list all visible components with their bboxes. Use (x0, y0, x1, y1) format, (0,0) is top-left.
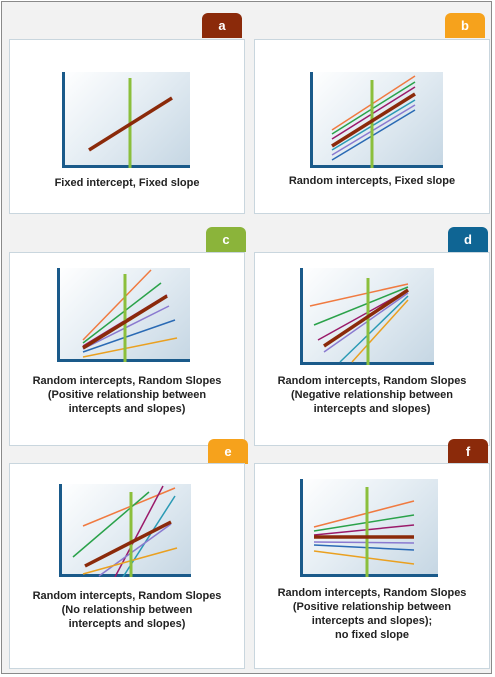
panel-b-plot (310, 72, 443, 168)
panel-a-plot (62, 72, 190, 168)
group-line-4 (314, 542, 414, 543)
panel-f-tab: f (448, 439, 488, 464)
caption-line: intercepts and slopes) (10, 617, 244, 631)
caption-line: Fixed intercept, Fixed slope (10, 176, 244, 190)
panel-e: Random intercepts, Random Slopes (No rel… (9, 463, 245, 669)
group-line-4 (324, 293, 408, 352)
caption-line: Random intercepts, Random Slopes (10, 589, 244, 603)
panel-b-caption: Random intercepts, Fixed slope (255, 174, 489, 188)
panel-b-tab: b (445, 13, 485, 38)
panel-d-plot (300, 268, 434, 365)
panel-a: Fixed intercept, Fixed slope (9, 39, 245, 214)
panel-f-plot (300, 479, 438, 577)
caption-line: Random intercepts, Random Slopes (255, 374, 489, 388)
panel-c-tab: c (206, 227, 246, 252)
panel-e-plot (59, 484, 191, 577)
group-line-5 (99, 524, 171, 576)
panel-c-caption: Random intercepts, Random Slopes (Positi… (10, 374, 244, 416)
panel-d-caption: Random intercepts, Random Slopes (Negati… (255, 374, 489, 416)
caption-line: Random intercepts, Fixed slope (255, 174, 489, 188)
panel-b: Random intercepts, Fixed slope (254, 39, 490, 214)
caption-line: Random intercepts, Random Slopes (255, 586, 489, 600)
caption-line: (Negative relationship between (255, 388, 489, 402)
panel-a-tab: a (202, 13, 242, 38)
panel-e-caption: Random intercepts, Random Slopes (No rel… (10, 589, 244, 631)
caption-line: (No relationship between (10, 603, 244, 617)
panel-f: Random intercepts, Random Slopes (Positi… (254, 463, 490, 669)
group-line-3 (314, 525, 414, 535)
caption-line: (Positive relationship between (255, 600, 489, 614)
panel-c: Random intercepts, Random Slopes (Positi… (9, 252, 245, 446)
group-line-1 (83, 488, 175, 526)
panel-f-caption: Random intercepts, Random Slopes (Positi… (255, 586, 489, 642)
caption-line: (Positive relationship between (10, 388, 244, 402)
panel-d: Random intercepts, Random Slopes (Negati… (254, 252, 490, 446)
group-line-6 (314, 551, 414, 564)
group-line-5 (314, 545, 414, 550)
panel-a-caption: Fixed intercept, Fixed slope (10, 176, 244, 190)
caption-line: no fixed slope (255, 628, 489, 642)
group-line-1 (83, 270, 151, 340)
panel-d-tab: d (448, 227, 488, 252)
caption-line: Random intercepts, Random Slopes (10, 374, 244, 388)
caption-line: intercepts and slopes) (255, 402, 489, 416)
mean-regression-line (85, 522, 171, 566)
caption-line: intercepts and slopes); (255, 614, 489, 628)
panel-e-tab: e (208, 439, 248, 464)
group-line-2 (83, 283, 161, 343)
caption-line: intercepts and slopes) (10, 402, 244, 416)
panel-c-plot (57, 268, 190, 362)
